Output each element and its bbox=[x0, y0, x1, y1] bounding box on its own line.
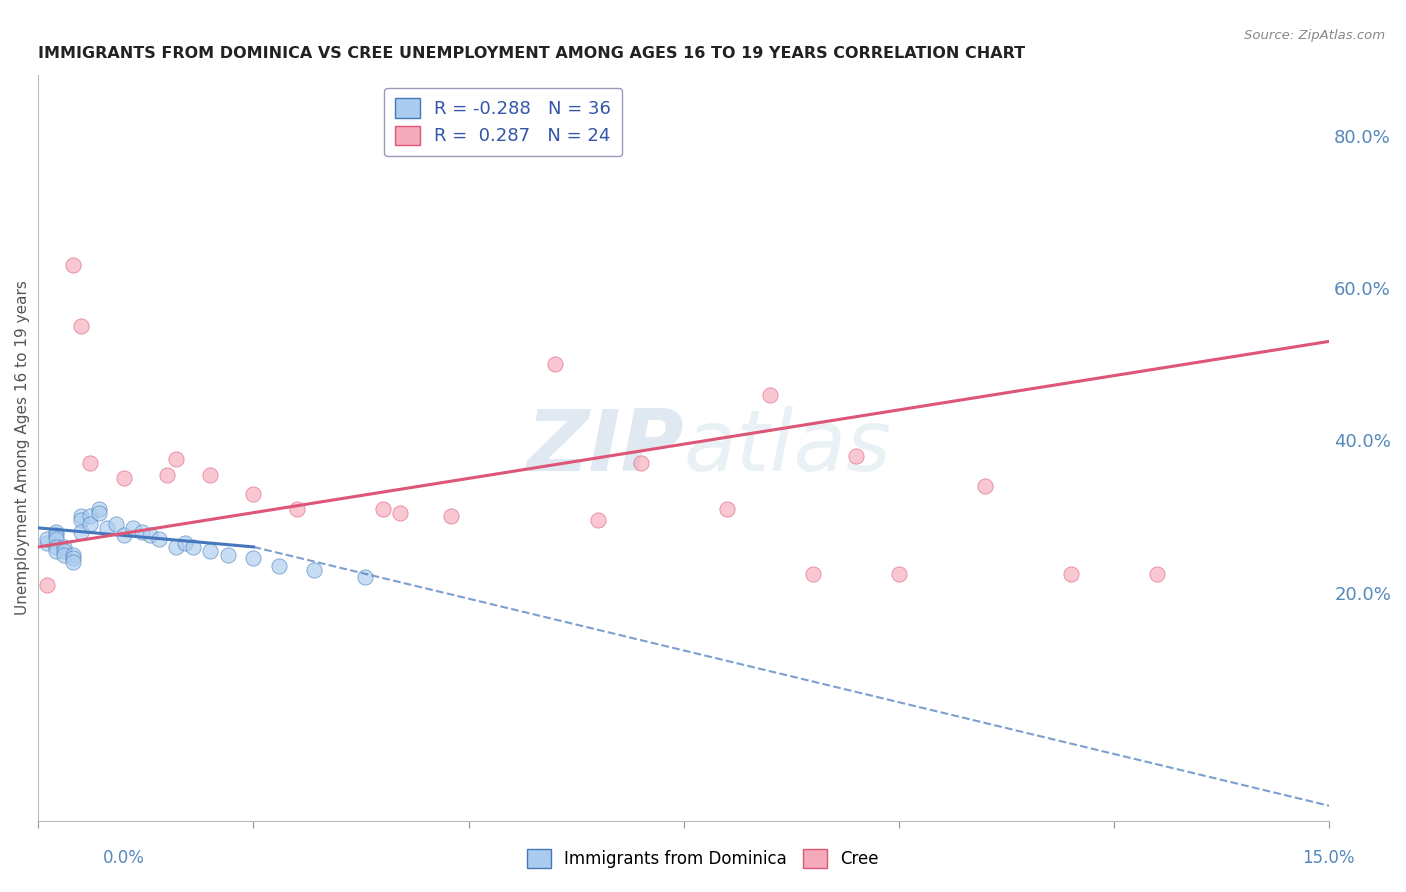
Text: ZIP: ZIP bbox=[526, 407, 683, 490]
Point bbox=[79, 456, 101, 470]
Point bbox=[45, 543, 67, 558]
Point bbox=[35, 536, 58, 550]
Point bbox=[104, 517, 127, 532]
Point bbox=[70, 509, 93, 524]
Point bbox=[242, 551, 264, 566]
Point bbox=[801, 566, 824, 581]
Point bbox=[200, 467, 222, 482]
Point bbox=[45, 540, 67, 554]
Point bbox=[242, 486, 264, 500]
Point bbox=[62, 551, 84, 566]
Point bbox=[112, 471, 135, 485]
Point bbox=[845, 449, 868, 463]
Point bbox=[87, 506, 110, 520]
Text: 15.0%: 15.0% bbox=[1302, 849, 1355, 867]
Point bbox=[200, 543, 222, 558]
Legend: R = -0.288   N = 36, R =  0.287   N = 24: R = -0.288 N = 36, R = 0.287 N = 24 bbox=[384, 87, 623, 156]
Point bbox=[630, 456, 652, 470]
Point bbox=[156, 467, 179, 482]
Point bbox=[371, 501, 394, 516]
Point bbox=[716, 501, 738, 516]
Point bbox=[62, 548, 84, 562]
Point bbox=[35, 533, 58, 547]
Point bbox=[87, 501, 110, 516]
Point bbox=[35, 578, 58, 592]
Point bbox=[45, 533, 67, 547]
Text: IMMIGRANTS FROM DOMINICA VS CREE UNEMPLOYMENT AMONG AGES 16 TO 19 YEARS CORRELAT: IMMIGRANTS FROM DOMINICA VS CREE UNEMPLO… bbox=[38, 46, 1025, 62]
Point bbox=[45, 524, 67, 539]
Point bbox=[96, 521, 118, 535]
Point bbox=[53, 543, 76, 558]
Point bbox=[79, 517, 101, 532]
Point bbox=[165, 452, 187, 467]
Point bbox=[53, 548, 76, 562]
Point bbox=[544, 357, 567, 371]
Point bbox=[79, 509, 101, 524]
Point bbox=[759, 387, 782, 401]
Point bbox=[302, 563, 325, 577]
Point bbox=[70, 524, 93, 539]
Point bbox=[440, 509, 463, 524]
Point bbox=[181, 540, 204, 554]
Point bbox=[1146, 566, 1168, 581]
Y-axis label: Unemployment Among Ages 16 to 19 years: Unemployment Among Ages 16 to 19 years bbox=[15, 280, 30, 615]
Point bbox=[53, 540, 76, 554]
Point bbox=[112, 528, 135, 542]
Point bbox=[70, 319, 93, 334]
Point bbox=[62, 555, 84, 569]
Text: Source: ZipAtlas.com: Source: ZipAtlas.com bbox=[1244, 29, 1385, 42]
Point bbox=[285, 501, 308, 516]
Point bbox=[887, 566, 910, 581]
Point bbox=[131, 524, 153, 539]
Point bbox=[269, 558, 291, 573]
Point bbox=[354, 570, 377, 584]
Point bbox=[165, 540, 187, 554]
Point bbox=[122, 521, 145, 535]
Point bbox=[388, 506, 411, 520]
Point bbox=[45, 528, 67, 542]
Point bbox=[148, 533, 170, 547]
Point bbox=[974, 479, 997, 493]
Point bbox=[139, 528, 162, 542]
Text: 0.0%: 0.0% bbox=[103, 849, 145, 867]
Point bbox=[70, 513, 93, 527]
Text: atlas: atlas bbox=[683, 407, 891, 490]
Legend: Immigrants from Dominica, Cree: Immigrants from Dominica, Cree bbox=[520, 843, 886, 875]
Point bbox=[1060, 566, 1083, 581]
Point bbox=[217, 548, 239, 562]
Point bbox=[586, 513, 609, 527]
Point bbox=[62, 258, 84, 272]
Point bbox=[173, 536, 195, 550]
